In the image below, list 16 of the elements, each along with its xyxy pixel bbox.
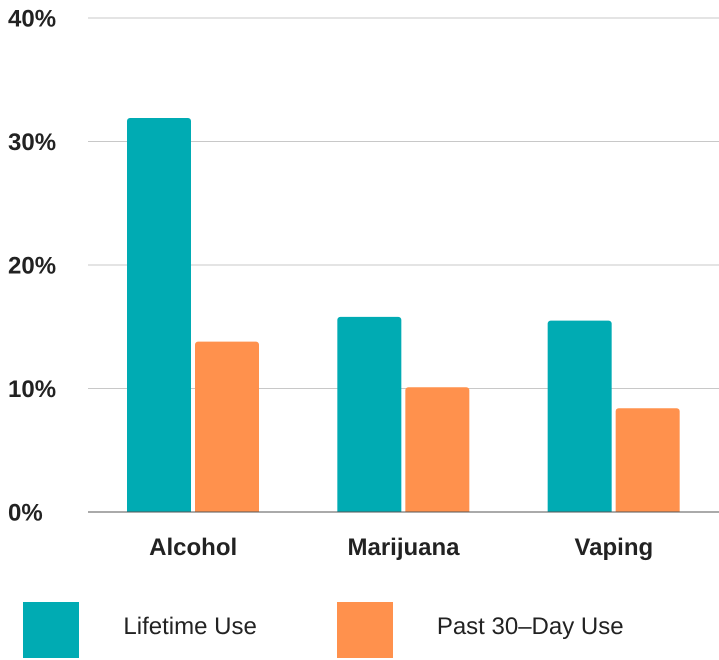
bar bbox=[127, 118, 191, 512]
legend-label: Past 30–Day Use bbox=[436, 613, 624, 640]
bar bbox=[195, 342, 259, 512]
y-tick-label: 40% bbox=[8, 6, 56, 33]
bar bbox=[337, 316, 402, 512]
y-tick-label: 30% bbox=[8, 129, 56, 156]
y-tick-label: 0% bbox=[8, 500, 43, 527]
x-tick-label: Alcohol bbox=[149, 534, 238, 562]
y-tick-label: 20% bbox=[8, 252, 56, 280]
bar bbox=[548, 320, 612, 512]
x-tick-label: Vaping bbox=[574, 534, 654, 562]
x-tick-label: Marijuana bbox=[347, 534, 460, 562]
bar bbox=[616, 408, 680, 512]
bar bbox=[405, 387, 470, 512]
y-tick-label: 10% bbox=[8, 376, 56, 404]
legend-label: Lifetime Use bbox=[123, 613, 257, 640]
